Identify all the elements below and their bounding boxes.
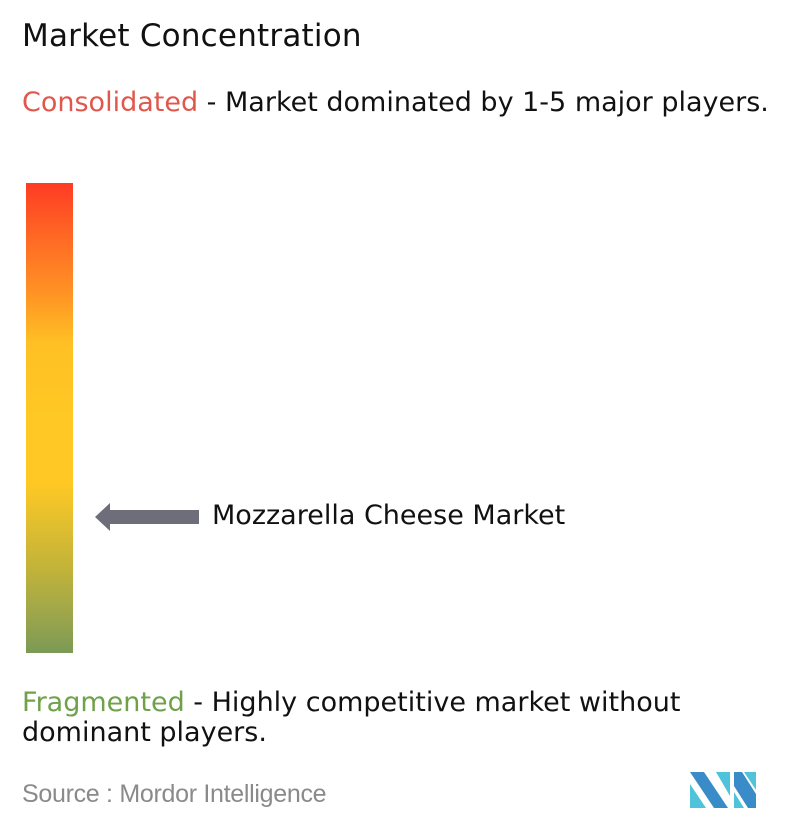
- fragmented-text: - Highly competitive market without domi…: [22, 687, 681, 748]
- consolidated-text: - Market dominated by 1-5 major players.: [198, 87, 769, 118]
- concentration-gradient-bar: [26, 183, 73, 653]
- mordor-intelligence-logo-icon: [690, 772, 756, 808]
- left-arrow-icon: [95, 503, 199, 531]
- fragmented-description: Fragmented - Highly competitive market w…: [22, 688, 792, 748]
- consolidated-label: Consolidated: [22, 87, 199, 118]
- consolidated-description: Consolidated - Market dominated by 1-5 m…: [22, 88, 792, 118]
- source-text: Source : Mordor Intelligence: [22, 780, 327, 808]
- chart-title: Market Concentration: [22, 18, 362, 54]
- market-indicator-label: Mozzarella Cheese Market: [212, 500, 566, 531]
- fragmented-label: Fragmented: [22, 687, 185, 718]
